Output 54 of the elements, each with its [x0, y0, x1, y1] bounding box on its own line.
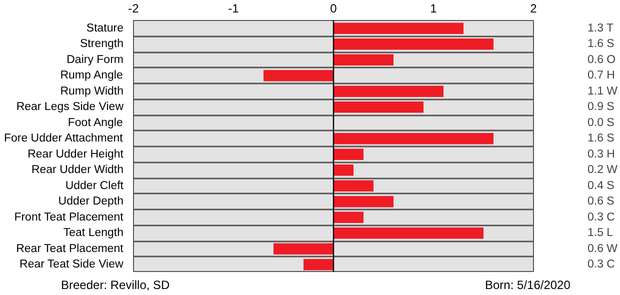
y-tick-label: Strength — [80, 38, 124, 50]
text: Born: 5/16/2020 — [485, 277, 570, 294]
text: 0.3 C — [588, 258, 615, 271]
bar — [334, 212, 364, 224]
text: 1.1 W — [588, 85, 618, 98]
x-tick-label: 0 — [330, 2, 338, 16]
text: 0.6 O — [588, 54, 616, 66]
y-tick-label: Front Teat Placement — [14, 211, 124, 224]
text: 1.5 L — [588, 227, 614, 240]
x-tick-label: -2 — [128, 2, 140, 16]
bar — [334, 22, 464, 34]
text: 0.0 S — [588, 116, 615, 129]
y-tick-label: Rear Legs Side View — [16, 101, 124, 114]
y-tick-label: Udder Depth — [58, 196, 124, 208]
bar — [334, 196, 394, 208]
text: 1.3 T — [588, 22, 614, 34]
y-tick-label: Fore Udder Attachment — [4, 132, 124, 145]
y-tick-label: Rear Udder Width — [31, 164, 124, 176]
y-tick-label: Udder Cleft — [65, 180, 124, 192]
text: 0.6 S — [588, 196, 615, 208]
x-tick-label: 1 — [430, 2, 438, 16]
y-tick-label: Rear Teat Placement — [16, 242, 124, 255]
text: 0.3 H — [588, 148, 615, 160]
text: 1.6 S — [588, 132, 615, 145]
bar — [334, 148, 364, 160]
y-tick-label: Rump Angle — [60, 70, 123, 82]
bar — [334, 227, 484, 239]
bar — [334, 180, 374, 192]
y-tick-label: Rear Udder Height — [28, 148, 124, 160]
text: 0.7 H — [588, 70, 615, 82]
bar — [334, 86, 444, 98]
y-tick-label: Foot Angle — [68, 116, 123, 129]
text: 0.9 S — [588, 101, 615, 114]
bar — [334, 38, 494, 50]
text: 1.6 S — [588, 38, 615, 50]
text: 0.6 W — [588, 242, 618, 255]
x-tick-label: 2 — [530, 2, 538, 16]
text: 0.3 C — [588, 211, 615, 224]
text: Breeder: Revillo, SD — [61, 277, 170, 294]
bar — [274, 243, 334, 255]
bar — [304, 258, 334, 270]
bar — [264, 70, 334, 82]
x-tick-label: -1 — [228, 2, 240, 16]
bar — [334, 132, 494, 144]
y-tick-label: Dairy Form — [66, 54, 124, 66]
y-tick-label: Rump Width — [60, 85, 124, 98]
y-tick-label: Teat Length — [63, 227, 124, 240]
bar — [334, 164, 354, 176]
y-tick-label: Stature — [86, 22, 124, 34]
y-tick-label: Rear Teat Side View — [20, 258, 124, 271]
bar — [334, 101, 424, 113]
bar — [334, 54, 394, 66]
text: 0.2 W — [588, 164, 618, 176]
text: 0.4 S — [588, 180, 615, 192]
